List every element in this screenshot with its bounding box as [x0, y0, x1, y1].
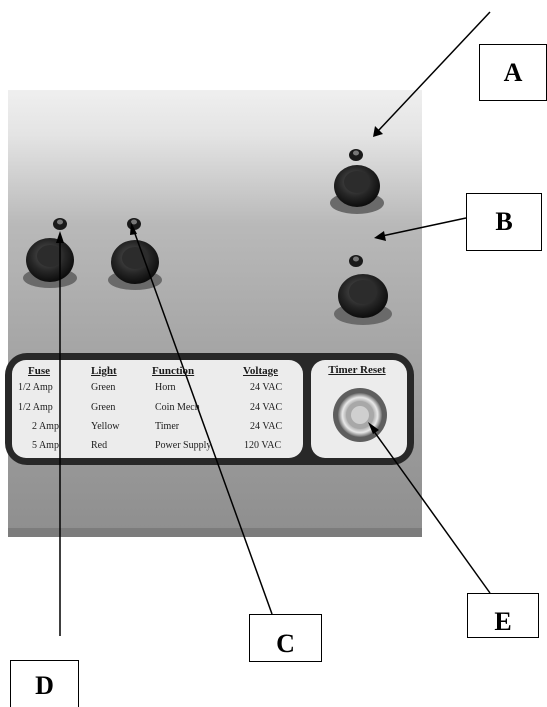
- callout-label-a: A: [479, 44, 547, 101]
- arrowhead-a: [373, 126, 383, 137]
- row2-light: Green: [91, 402, 116, 413]
- header-function: Function: [152, 365, 195, 377]
- callout-label-c: C: [249, 614, 322, 662]
- callout-label-e: E: [467, 593, 539, 638]
- row1-fuse: 1/2 Amp: [18, 382, 53, 393]
- row4-fuse: 5 Amp: [32, 440, 59, 451]
- header-light: Light: [91, 365, 117, 377]
- row1-voltage: 24 VAC: [250, 382, 283, 393]
- fuse-holder-a: [330, 149, 384, 214]
- leader-line-e: [372, 429, 491, 594]
- row1-function: Horn: [155, 382, 176, 393]
- legend-table-area: [12, 360, 303, 458]
- arrowhead-d: [56, 231, 64, 243]
- fuse-holder-c: [108, 218, 162, 290]
- timer-reset-label: Timer Reset: [328, 364, 386, 376]
- legend-table: Fuse Light Function Voltage 1/2 Amp Gree…: [10, 357, 302, 460]
- row1-light: Green: [91, 382, 116, 393]
- leader-line-a: [377, 11, 491, 132]
- callout-label-d: D: [10, 660, 79, 707]
- fuse-holder-d: [23, 218, 77, 288]
- row4-function: Power Supply: [155, 440, 212, 451]
- row4-voltage: 120 VAC: [244, 440, 282, 451]
- row3-fuse: 2 Amp: [32, 421, 59, 432]
- row3-voltage: 24 VAC: [250, 421, 283, 432]
- leader-line-c: [133, 230, 273, 615]
- leader-line-b: [381, 217, 467, 237]
- row4-light: Red: [91, 440, 108, 451]
- row2-voltage: 24 VAC: [250, 402, 283, 413]
- fuse-holder-b: [334, 255, 392, 325]
- arrowhead-e: [368, 422, 379, 434]
- panel-bottom-edge: [8, 528, 422, 537]
- header-voltage: Voltage: [243, 365, 279, 377]
- arrowhead-b: [374, 231, 386, 241]
- row3-function: Timer: [155, 421, 180, 432]
- arrowhead-c: [130, 222, 137, 235]
- row2-function: Coin Mech: [155, 402, 200, 413]
- header-fuse: Fuse: [28, 365, 50, 377]
- row3-light: Yellow: [91, 421, 120, 432]
- row2-fuse: 1/2 Amp: [18, 402, 53, 413]
- callout-label-b: B: [466, 193, 542, 251]
- timer-reset-button: [333, 388, 387, 442]
